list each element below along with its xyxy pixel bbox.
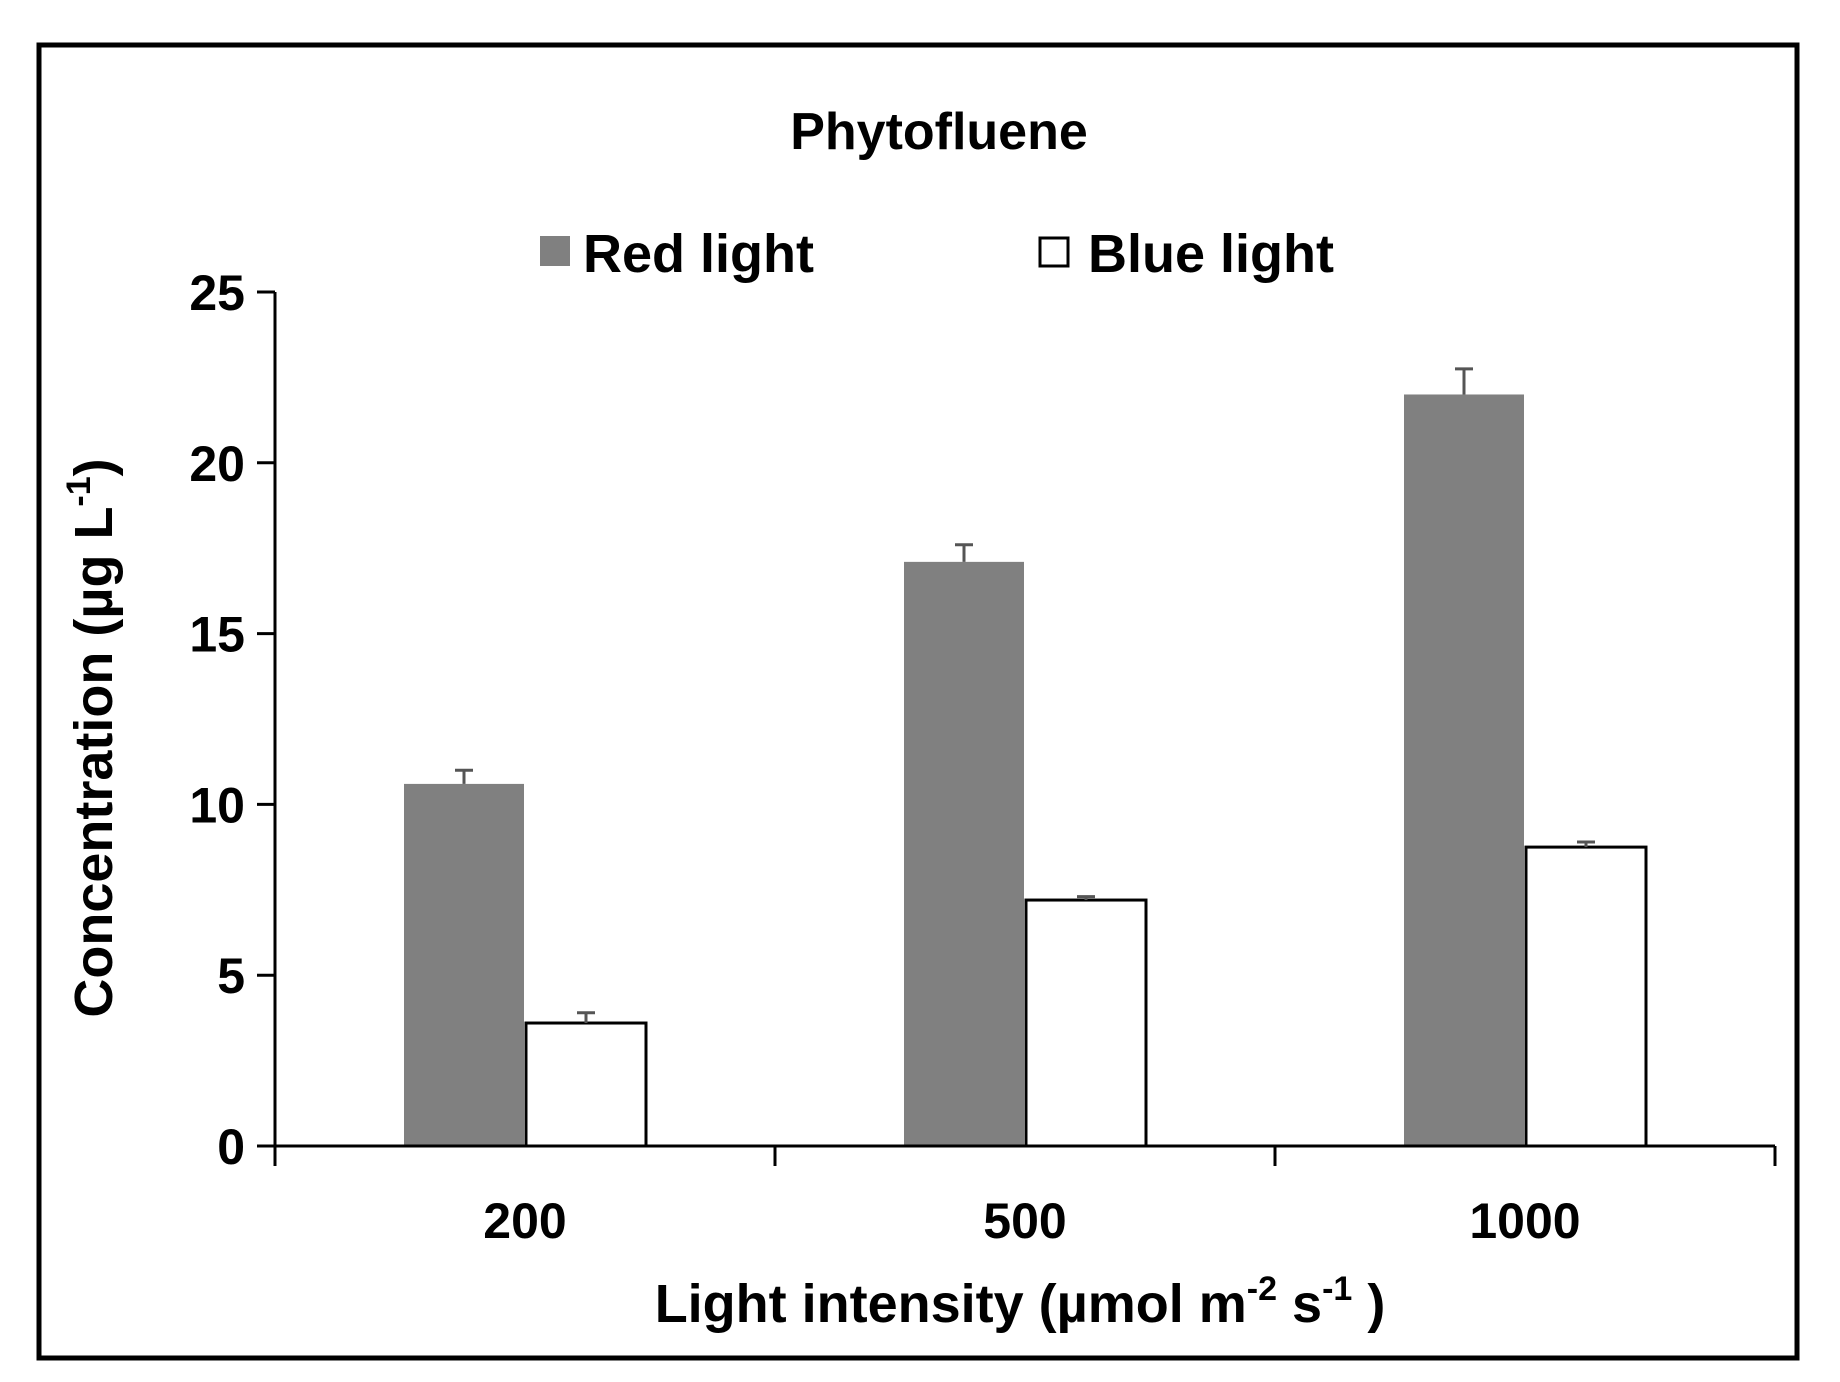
y-tick-label: 25: [189, 265, 245, 321]
x-tick-label: 1000: [1469, 1193, 1580, 1249]
error-bar-red-light-200: [455, 768, 473, 784]
bar-red-light-500: [904, 561, 1024, 1146]
y-tick-label: 10: [189, 777, 245, 833]
bars-group: [404, 367, 1648, 1148]
y-axis-label-superscript: -1: [60, 476, 98, 506]
chart-title: Phytofluene: [790, 103, 1088, 161]
bar-red-light-1000: [1404, 394, 1524, 1147]
error-bar-blue-light-500: [1077, 895, 1095, 901]
bar-red-light-200: [404, 783, 524, 1146]
x-axis-label-superscript-1: -2: [1247, 1270, 1277, 1308]
y-axis: 0 5 10 15 20 25: [189, 265, 277, 1175]
error-bar-blue-light-1000: [1577, 840, 1595, 848]
error-bar-red-light-1000: [1455, 367, 1473, 395]
y-axis-label: Concentration (µg L-1): [60, 458, 124, 1017]
legend-swatch-blue-light: [1038, 236, 1070, 268]
y-tick-label: 0: [217, 1119, 245, 1175]
bar-blue-light-200: [524, 1021, 648, 1148]
legend-swatch-red-light: [540, 236, 570, 266]
bar-blue-light-1000: [1524, 845, 1648, 1148]
legend-label-blue-light: Blue light: [1088, 224, 1334, 284]
x-axis-label-superscript-2: -1: [1322, 1270, 1352, 1308]
bar-blue-light-500: [1024, 898, 1148, 1148]
x-axis: 200 500 1000: [273, 1144, 1777, 1249]
x-axis-label: Light intensity (µmol m-2 s-1 ): [655, 1270, 1386, 1334]
y-tick-label: 20: [189, 436, 245, 492]
y-tick-label: 5: [217, 948, 245, 1004]
x-tick-label: 500: [983, 1193, 1066, 1249]
error-bar-blue-light-200: [577, 1011, 595, 1024]
legend: Red light Blue light: [540, 224, 1334, 284]
error-bar-red-light-500: [955, 543, 973, 562]
y-tick-label: 15: [189, 607, 245, 663]
x-tick-label: 200: [483, 1193, 566, 1249]
legend-label-red-light: Red light: [583, 224, 814, 284]
